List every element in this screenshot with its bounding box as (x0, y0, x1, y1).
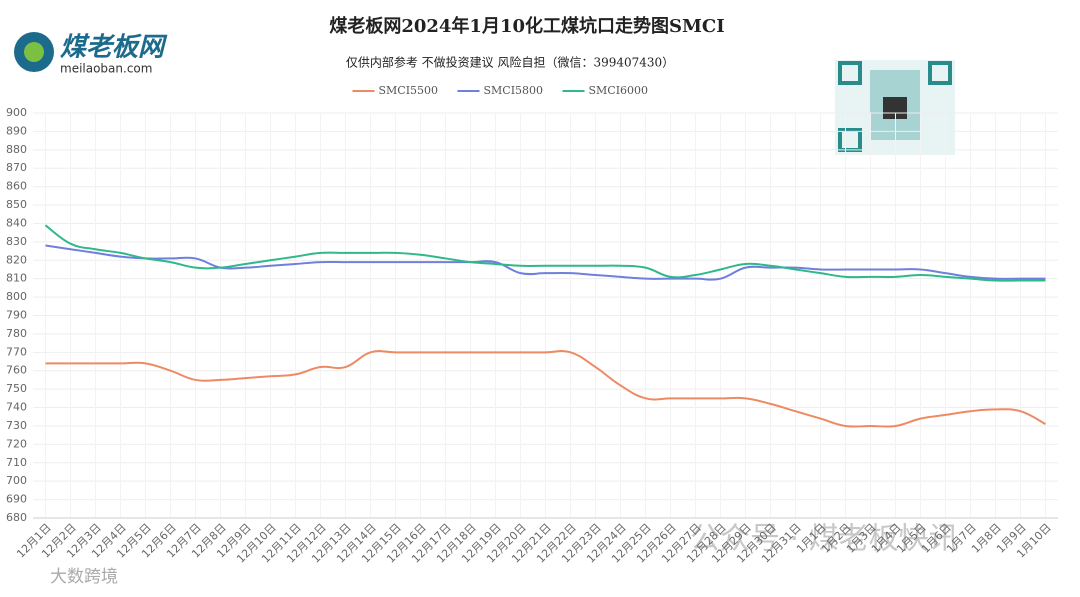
y-tick-label: 760 (6, 364, 27, 377)
legend-label: SMCI5500 (379, 84, 439, 97)
y-tick-label: 750 (6, 382, 27, 395)
line-series (44, 224, 1046, 282)
y-tick-label: 770 (6, 345, 27, 358)
line-series (45, 350, 1046, 428)
y-tick-label: 880 (6, 143, 27, 156)
y-tick-label: 740 (6, 401, 27, 414)
logo-name: 煤老板网 (60, 33, 168, 63)
y-tick-label: 790 (6, 309, 27, 322)
qr-corner (838, 61, 862, 85)
y-tick-label: 820 (6, 253, 27, 266)
logo-domain: meilaoban.com (60, 62, 152, 76)
y-tick-label: 840 (6, 216, 27, 229)
watermark: 大数跨境 (50, 567, 118, 587)
y-tick-label: 800 (6, 290, 27, 303)
chart-subtitle: 仅供内部参考 不做投资建议 风险自担（微信：399407430） (346, 55, 674, 70)
y-tick-label: 720 (6, 437, 27, 450)
chart-title: 煤老板网2024年1月10化工煤坑口走势图SMCI (329, 15, 724, 37)
y-tick-label: 830 (6, 235, 27, 248)
y-tick-label: 890 (6, 124, 27, 137)
y-tick-label: 710 (6, 456, 27, 469)
y-tick-label: 850 (6, 198, 27, 211)
y-tick-label: 690 (6, 493, 27, 506)
logo: 煤老板网 meilaoban.com (14, 32, 168, 76)
legend-label: SMCI5800 (484, 84, 544, 97)
y-tick-label: 730 (6, 419, 27, 432)
y-tick-label: 680 (6, 511, 27, 524)
y-tick-label: 780 (6, 327, 27, 340)
y-tick-label: 810 (6, 272, 27, 285)
legend-label: SMCI6000 (589, 84, 649, 97)
watermark: 公众号 · 煤老板快讯 (690, 522, 959, 557)
y-tick-label: 700 (6, 474, 27, 487)
y-tick-label: 900 (6, 106, 27, 119)
qr-corner (928, 61, 952, 85)
logo-icon-inner (24, 42, 44, 62)
y-tick-label: 870 (6, 161, 27, 174)
line-series (45, 244, 1046, 281)
y-tick-label: 860 (6, 180, 27, 193)
